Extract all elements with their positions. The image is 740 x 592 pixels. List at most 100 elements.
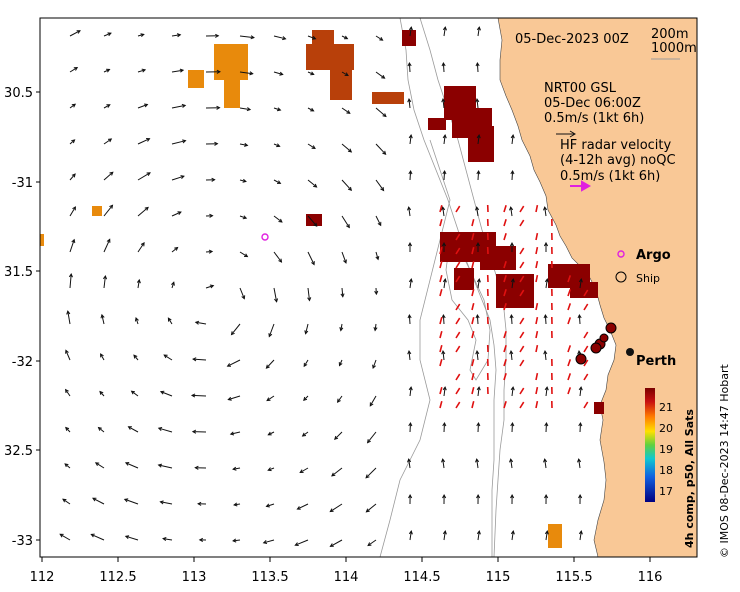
gsl-arrow-head (310, 107, 315, 112)
hf-arrow (519, 275, 525, 283)
gsl-arrow-head (266, 397, 271, 402)
gsl-arrow-head (331, 472, 336, 477)
gsl-arrow-head (162, 537, 167, 542)
gsl-arrow-head (215, 33, 220, 38)
gsl-arrow-head (578, 278, 583, 283)
gsl-arrow (408, 62, 411, 73)
gsl-arrow (408, 207, 411, 217)
gsl-arrow (372, 359, 377, 369)
gsl-arrow (366, 503, 377, 513)
y-tick-label: -33 (12, 534, 33, 549)
y-tick-label: -32 (12, 355, 33, 370)
gsl-arrow-head (344, 72, 349, 77)
hf-arrow (519, 331, 525, 339)
hf-arrow (583, 401, 589, 409)
gsl-arrow-head (299, 469, 304, 474)
gsl-arrow-head (366, 439, 371, 444)
gsl-arrow-head (109, 204, 114, 209)
gsl-arrow (160, 391, 173, 397)
gsl-arrow (307, 179, 317, 188)
gsl-arrow-head (250, 35, 255, 40)
gsl-arrow (65, 389, 71, 397)
gsl-arrow (69, 274, 72, 289)
gsl-arrow-head (369, 402, 374, 407)
colorbar-tick: 19 (659, 443, 673, 456)
gsl-arrow (103, 138, 112, 145)
gsl-arrow-head (229, 431, 235, 436)
gsl-arrow-head (543, 458, 548, 463)
hf-arrow (439, 400, 443, 409)
hf-arrow (503, 275, 507, 283)
gsl-arrow-head (144, 103, 149, 108)
gsl-arrow-head (476, 421, 481, 427)
gsl-arrow (545, 422, 547, 433)
gsl-arrow (510, 207, 513, 217)
gsl-arrow-head (476, 278, 481, 283)
gsl-arrow-head (190, 393, 196, 398)
gsl-arrow-head (334, 435, 339, 440)
hf-radar-arrows (439, 204, 589, 409)
gsl-arrow-head (367, 542, 372, 547)
gsl-arrow (367, 539, 377, 546)
gsl-arrow (341, 287, 344, 297)
hf-arrow (535, 260, 539, 269)
hf-arrow (567, 275, 572, 283)
gsl-arrow (103, 104, 111, 109)
gsl-arrow-head (407, 458, 412, 463)
gsl-arrow (299, 467, 309, 473)
gsl-arrow-head (475, 350, 480, 355)
gsl-arrow (273, 215, 283, 223)
gsl-arrow (158, 464, 173, 469)
gsl-arrow-head (267, 467, 272, 472)
hf-arrow (439, 330, 443, 339)
hf-arrow (567, 345, 572, 353)
ship-markers (575, 322, 617, 365)
gsl-arrow (477, 27, 480, 37)
gsl-arrow-head (442, 278, 447, 283)
x-tick-label: 113.5 (251, 570, 288, 585)
gsl-arrow (171, 69, 184, 73)
hf-arrow (471, 331, 475, 339)
gsl-arrow (163, 354, 173, 361)
gsl-arrow-head (241, 295, 246, 300)
hf-arrow (455, 373, 461, 381)
gsl-arrow (273, 71, 283, 75)
gsl-arrow-head (408, 386, 413, 391)
gsl-arrow-head (441, 98, 446, 103)
gsl-arrow (239, 35, 254, 39)
gsl-arrow-head (146, 172, 151, 176)
colorbar-tick: 20 (659, 422, 673, 435)
gsl-arrow-head (475, 313, 480, 319)
gsl-arrow-head (510, 386, 515, 391)
hf-arrow (439, 386, 443, 395)
gsl-arrow (305, 323, 309, 334)
gsl-arrow-head (71, 238, 76, 244)
gsl-arrow (510, 314, 513, 325)
gsl-arrow-head (510, 278, 515, 283)
gsl-arrow (69, 67, 78, 73)
gsl-arrow-head (408, 134, 413, 139)
gsl-arrow-head (407, 313, 412, 319)
hf-title: HF radar velocity (560, 138, 672, 153)
y-axis (36, 91, 40, 541)
gsl-arrow (544, 314, 547, 325)
gsl-arrow-head (375, 255, 380, 261)
gsl-arrow (137, 104, 148, 109)
gsl-arrow-head (381, 74, 386, 79)
gsl-arrow (266, 503, 275, 507)
hf-arrow (567, 289, 572, 297)
gsl-arrow-head (262, 540, 268, 544)
gsl-arrow-head (313, 183, 318, 188)
gsl-arrow-head (543, 350, 548, 355)
gsl-arrow-head (211, 177, 216, 182)
perth-marker (626, 348, 634, 356)
depth-1000m-label: 1000m (651, 41, 697, 56)
gsl-arrow (477, 135, 480, 145)
hf-arrow (503, 303, 507, 311)
gsl-arrow-head (442, 386, 447, 391)
gsl-arrow (95, 462, 105, 469)
hf-arrow (519, 359, 525, 367)
hf-arrow (455, 345, 461, 353)
hf-arrow (471, 219, 475, 227)
gsl-arrow-head (243, 253, 249, 258)
